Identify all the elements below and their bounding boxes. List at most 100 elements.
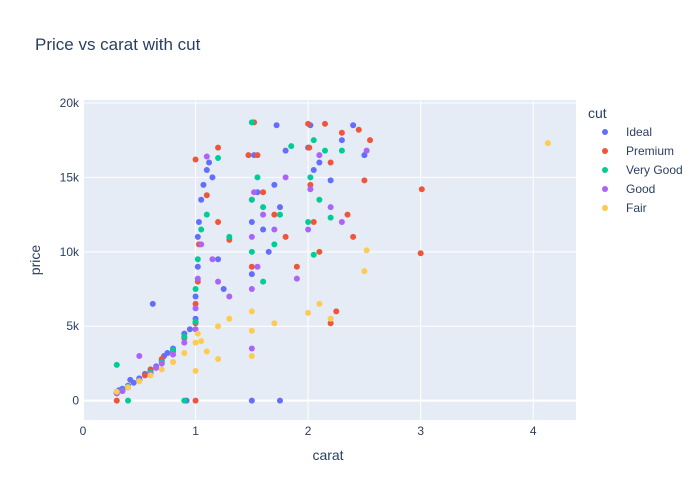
data-point <box>260 189 267 196</box>
data-point <box>192 286 199 293</box>
data-point <box>194 330 201 337</box>
data-point <box>149 300 156 307</box>
x-tick-label: 2 <box>305 424 312 438</box>
data-point <box>158 366 165 373</box>
data-point <box>363 147 370 154</box>
data-point <box>200 181 207 188</box>
data-point <box>113 388 120 395</box>
data-point <box>288 143 295 150</box>
y-tick-label: 0 <box>72 394 79 408</box>
legend-item[interactable]: Fair <box>602 201 647 215</box>
data-point <box>316 152 323 159</box>
legend-label: Good <box>626 182 655 196</box>
y-axis-title: price <box>27 245 43 276</box>
data-point <box>293 263 300 270</box>
data-point <box>327 214 334 221</box>
data-point <box>248 271 255 278</box>
data-point <box>203 192 210 199</box>
data-point <box>203 348 210 355</box>
legend-item[interactable]: Very Good <box>602 163 683 177</box>
data-point <box>248 119 255 126</box>
data-point <box>248 233 255 240</box>
data-point <box>206 159 213 166</box>
x-tick-label: 0 <box>80 424 87 438</box>
data-point <box>367 137 374 144</box>
legend: cut Ideal Premium Very Good Good Fair <box>588 105 683 215</box>
data-point <box>316 300 323 307</box>
y-tick-label: 5k <box>66 319 80 333</box>
data-point <box>248 353 255 359</box>
legend-item[interactable]: Premium <box>602 144 674 158</box>
y-axis-ticks: 0 5k 10k 15k 20k <box>60 96 80 408</box>
data-point <box>113 397 120 404</box>
data-point <box>192 318 199 325</box>
data-point <box>194 256 201 263</box>
legend-label: Very Good <box>626 163 683 177</box>
data-point <box>158 360 165 367</box>
data-point <box>338 147 345 154</box>
data-point <box>254 263 261 270</box>
data-point <box>338 219 345 226</box>
data-point <box>276 397 283 404</box>
data-point <box>307 186 314 193</box>
data-point <box>192 326 199 333</box>
legend-marker <box>602 167 608 173</box>
data-point <box>113 361 120 368</box>
data-point <box>350 122 357 129</box>
data-point <box>260 278 267 285</box>
legend-item[interactable]: Good <box>602 182 655 196</box>
data-point <box>192 300 199 307</box>
data-point <box>203 211 210 218</box>
data-point <box>192 156 199 163</box>
legend-label: Ideal <box>626 125 652 139</box>
data-point <box>215 219 222 226</box>
data-point <box>316 248 323 255</box>
data-point <box>251 189 258 196</box>
data-point <box>248 196 255 203</box>
data-point <box>164 350 171 357</box>
chart-title: Price vs carat with cut <box>35 35 201 54</box>
data-point <box>544 140 551 147</box>
data-point <box>195 219 202 226</box>
data-point <box>248 219 255 226</box>
data-point <box>333 308 340 315</box>
data-point <box>310 166 317 173</box>
data-points <box>113 119 551 404</box>
data-point <box>327 177 334 184</box>
data-point <box>305 219 312 226</box>
y-tick-label: 15k <box>60 170 80 184</box>
data-point <box>271 226 278 233</box>
data-point <box>198 196 205 203</box>
data-point <box>355 126 362 133</box>
data-point <box>203 166 210 173</box>
data-point <box>293 275 300 282</box>
data-point <box>305 226 312 233</box>
data-point <box>192 293 199 300</box>
data-point <box>248 327 255 334</box>
data-point <box>327 159 334 166</box>
data-point <box>254 174 261 181</box>
data-point <box>170 351 177 358</box>
x-axis-ticks: 0 1 2 3 4 <box>80 424 537 438</box>
legend-item[interactable]: Ideal <box>602 125 652 139</box>
data-point <box>215 278 222 285</box>
data-point <box>209 174 216 181</box>
data-point <box>192 367 199 374</box>
data-point <box>125 384 132 391</box>
data-point <box>245 152 252 159</box>
data-point <box>198 338 205 345</box>
legend-marker <box>602 186 608 192</box>
data-point <box>350 233 357 240</box>
data-point <box>344 211 351 218</box>
legend-label: Fair <box>626 201 647 215</box>
data-point <box>170 358 177 365</box>
legend-marker <box>602 129 608 135</box>
legend-title: cut <box>588 105 607 121</box>
data-point <box>248 308 255 315</box>
data-point <box>215 323 222 330</box>
data-point <box>141 372 148 379</box>
data-point <box>254 152 261 159</box>
data-point <box>276 204 283 211</box>
data-point <box>306 144 313 151</box>
y-tick-label: 10k <box>60 245 80 259</box>
